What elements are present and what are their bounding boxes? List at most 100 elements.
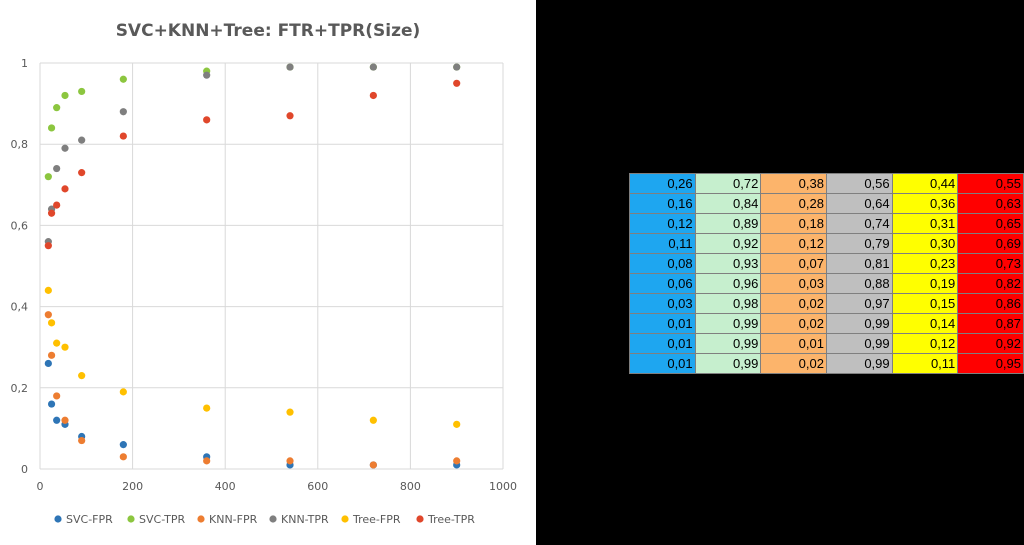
- table-cell: 0,11: [629, 233, 696, 254]
- legend-marker: [416, 515, 424, 523]
- point-tree-tpr: [369, 91, 377, 100]
- table-cell: 0,28: [760, 193, 827, 214]
- legend-label: Tree-TPR: [427, 513, 475, 526]
- point-svc-fpr: [44, 359, 52, 368]
- table-cell: 0,97: [825, 293, 893, 314]
- table-cell: 0,92: [694, 233, 762, 254]
- point-knn-fpr: [453, 457, 461, 465]
- point-svc-fpr: [53, 416, 61, 424]
- tick-layer: 0 0,2 0,4 0,6 0,8 1 0 200 400 600 800 1000: [11, 57, 518, 493]
- point-tree-fpr: [44, 286, 52, 294]
- table-cell: 0,08: [629, 253, 696, 274]
- table-cell: 0,99: [694, 353, 762, 374]
- point-tree-tpr: [119, 132, 127, 140]
- table-cell: 0,31: [891, 213, 959, 234]
- point-tree-fpr: [78, 372, 86, 380]
- legend-label: KNN-TPR: [281, 513, 329, 526]
- x-tick-label: 0: [37, 480, 44, 493]
- table-cell: 0,07: [760, 253, 827, 274]
- grid-layer: [39, 62, 504, 470]
- point-knn-tpr: [53, 164, 61, 173]
- table-cell: 0,95: [957, 353, 1024, 374]
- table-cell: 0,81: [825, 253, 893, 274]
- point-tree-fpr: [47, 319, 56, 327]
- table-row: 0,12 0,89 0,18 0,74 0,31 0,65: [629, 213, 1024, 234]
- table-cell: 0,06: [629, 273, 696, 294]
- point-svc-tpr: [119, 75, 127, 83]
- table-cell: 0,86: [957, 293, 1024, 314]
- table-cell: 0,82: [957, 273, 1024, 294]
- table-cell: 0,93: [694, 253, 762, 274]
- table-cell: 0,44: [891, 173, 959, 194]
- table-cell: 0,12: [760, 233, 827, 254]
- point-tree-tpr: [203, 116, 211, 124]
- point-tree-tpr: [78, 169, 86, 177]
- table-cell: 0,16: [629, 193, 696, 214]
- table-cell: 0,02: [760, 353, 827, 374]
- table-cell: 0,38: [760, 173, 827, 194]
- chart-title: SVC+KNN+Tree: FTR+TPR(Size): [116, 21, 421, 41]
- point-knn-tpr: [119, 108, 127, 116]
- table-row: 0,01 0,99 0,02 0,99 0,14 0,87: [629, 313, 1024, 334]
- table-cell: 0,12: [629, 213, 696, 234]
- table-cell: 0,92: [957, 333, 1024, 354]
- table-cell: 0,89: [694, 213, 762, 234]
- y-tick-label: 0: [21, 463, 28, 476]
- table-cell: 0,99: [825, 313, 893, 334]
- scatter-chart: SVC+KNN+Tree: FTR+TPR(Size) 0 0,2 0,4 0,6 0,…: [11, 21, 518, 526]
- point-svc-tpr: [61, 91, 69, 100]
- table-cell: 0,36: [891, 193, 959, 214]
- table-cell: 0,99: [694, 313, 762, 334]
- point-knn-fpr: [53, 392, 61, 400]
- point-svc-fpr: [47, 400, 56, 408]
- legend-label: SVC-TPR: [139, 513, 186, 526]
- table-row: 0,08 0,93 0,07 0,81 0,23 0,73: [629, 253, 1024, 274]
- y-tick-label: 0,2: [11, 382, 29, 395]
- table-cell: 0,02: [760, 293, 827, 314]
- table-cell: 0,30: [891, 233, 959, 254]
- y-tick-label: 0,6: [11, 219, 29, 232]
- legend-marker: [341, 515, 349, 523]
- table-cell: 0,01: [629, 353, 696, 374]
- point-tree-fpr: [119, 388, 127, 396]
- table-row: 0,16 0,84 0,28 0,64 0,36 0,63: [629, 193, 1024, 214]
- point-svc-fpr: [119, 441, 127, 449]
- point-svc-tpr: [44, 173, 52, 181]
- table-cell: 0,03: [760, 273, 827, 294]
- table-cell: 0,65: [957, 213, 1024, 234]
- table-cell: 0,11: [891, 353, 959, 374]
- point-knn-fpr: [47, 351, 56, 359]
- point-knn-tpr: [369, 63, 377, 71]
- table-cell: 0,15: [891, 293, 959, 314]
- table-cell: 0,19: [891, 273, 959, 294]
- point-knn-fpr: [286, 457, 294, 465]
- point-knn-tpr: [61, 144, 69, 152]
- table-cell: 0,88: [825, 273, 893, 294]
- y-tick-label: 1: [21, 57, 28, 70]
- table-cell: 0,01: [629, 333, 696, 354]
- point-tree-tpr: [61, 185, 69, 193]
- table-cell: 0,63: [957, 193, 1024, 214]
- table-cell: 0,84: [694, 193, 762, 214]
- point-layer: [44, 63, 461, 469]
- x-tick-label: 600: [307, 480, 328, 493]
- table-cell: 0,18: [760, 213, 827, 234]
- point-knn-tpr: [286, 63, 294, 71]
- table-cell: 0,01: [629, 313, 696, 334]
- table-cell: 0,99: [825, 353, 893, 374]
- table-cell: 0,56: [825, 173, 893, 194]
- point-tree-fpr: [369, 416, 377, 424]
- point-knn-fpr: [203, 457, 211, 465]
- point-tree-tpr: [286, 112, 294, 120]
- legend-marker: [197, 515, 205, 523]
- table-cell: 0,12: [891, 333, 959, 354]
- table-row: 0,11 0,92 0,12 0,79 0,30 0,69: [629, 233, 1024, 254]
- x-tick-label: 400: [215, 480, 236, 493]
- point-tree-fpr: [203, 404, 211, 412]
- table-row: 0,01 0,99 0,01 0,99 0,12 0,92: [629, 333, 1024, 354]
- table-cell: 0,74: [825, 213, 893, 234]
- point-knn-fpr: [119, 453, 127, 461]
- table-cell: 0,96: [694, 273, 762, 294]
- table-cell: 0,02: [760, 313, 827, 334]
- legend-marker: [269, 515, 277, 523]
